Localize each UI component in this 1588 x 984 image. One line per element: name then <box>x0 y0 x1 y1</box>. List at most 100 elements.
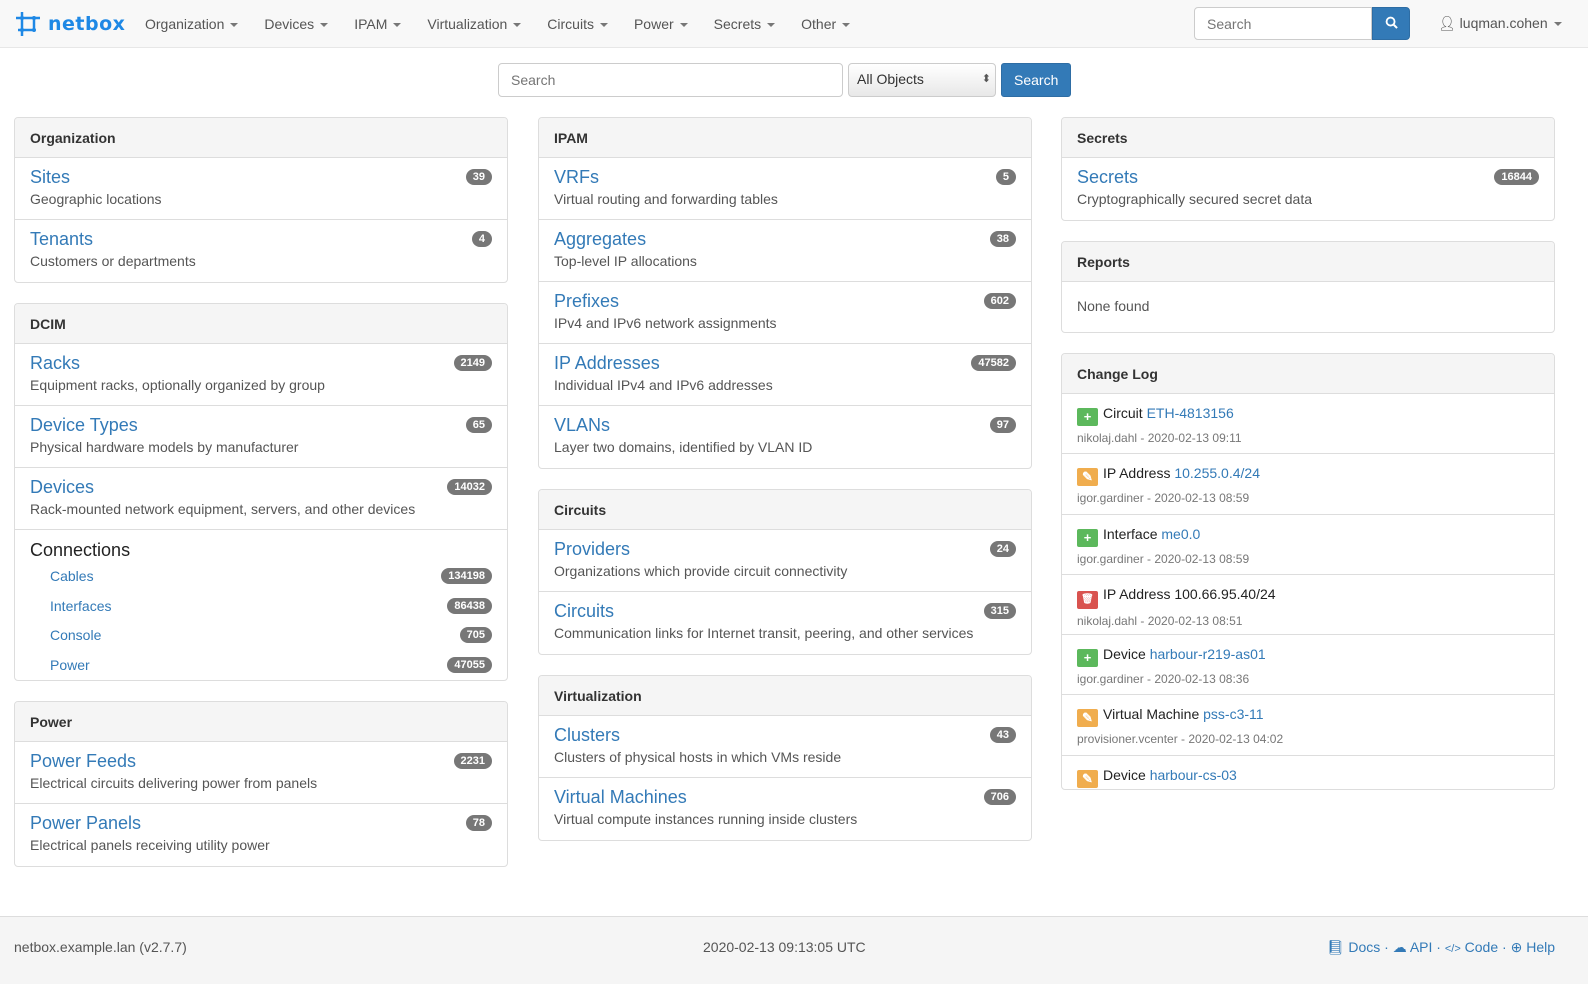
count-badge: 14032 <box>447 479 492 495</box>
count-badge: 43 <box>989 727 1016 743</box>
connection-link[interactable]: Interfaces <box>50 597 112 614</box>
pencil-icon: ✎ <box>1077 769 1098 788</box>
object-name[interactable]: me0.0 <box>1161 525 1201 542</box>
object-name[interactable]: 10.255.0.4/24 <box>1174 465 1260 482</box>
item-description: Geographic locations <box>30 191 162 207</box>
count-badge: 2149 <box>453 355 492 371</box>
nav-menu-label: IPAM <box>354 15 388 32</box>
panel-organization: Organization Sites Geographic locations 39 T… <box>14 117 508 283</box>
column-left: Organization Sites Geographic locations 39 T… <box>14 117 508 887</box>
item-link[interactable]: Virtual Machines <box>554 787 687 807</box>
api-link[interactable]: ☁ API <box>1392 939 1433 955</box>
docs-link[interactable]: 📘︎ Docs <box>1326 939 1381 955</box>
nav-menu-power[interactable]: Power <box>621 16 701 32</box>
changelog-summary: + Circuit ETH-4813156 <box>1077 405 1539 426</box>
count-badge: 705 <box>459 627 492 643</box>
item-description: Layer two domains, identified by VLAN ID <box>554 439 813 455</box>
item-link[interactable]: Tenants <box>30 229 94 249</box>
item-link[interactable]: Secrets <box>1077 167 1139 187</box>
caret-down-icon <box>320 22 329 27</box>
panel-dcim: DCIM Racks Equipment racks, optionally org… <box>14 303 508 681</box>
caret-down-icon <box>679 22 688 27</box>
count-badge: 39 <box>465 169 492 185</box>
item-link[interactable]: Power Panels <box>30 813 142 833</box>
caret-down-icon <box>393 22 402 27</box>
list-item-circuits: Circuits Communication links for Internet… <box>539 592 1031 654</box>
panel-power: Power Power Feeds Electrical circuits deli… <box>14 701 508 867</box>
nav-menu-ipam[interactable]: IPAM <box>341 16 414 32</box>
brand-logo[interactable]: netbox <box>14 10 132 38</box>
item-description: Rack-mounted network equipment, servers,… <box>30 501 416 517</box>
caret-down-icon <box>842 22 851 27</box>
list-item-virtual-machines: Virtual Machines Virtual compute instance… <box>539 778 1031 840</box>
item-link[interactable]: Devices <box>30 477 95 497</box>
item-link[interactable]: Device Types <box>30 415 138 435</box>
object-name[interactable]: pss-c3-11 <box>1203 706 1264 723</box>
object-type-select[interactable]: All Objects <box>848 63 996 97</box>
changelog-meta: igor.gardiner - 2020-02-13 08:59 <box>1077 491 1250 506</box>
panel-title: Change Log <box>1062 354 1554 394</box>
empty-message: None found <box>1077 298 1150 314</box>
count-badge: 315 <box>983 603 1016 619</box>
plus-icon: + <box>1077 528 1098 547</box>
changelog-summary: ✎ IP Address 10.255.0.4/24 <box>1077 465 1539 487</box>
search-button[interactable]: Search <box>1001 63 1072 97</box>
count-badge: 706 <box>983 789 1016 805</box>
caret-down-icon <box>767 22 776 27</box>
item-link[interactable]: Sites <box>30 167 71 187</box>
object-type: Virtual Machine <box>1103 706 1200 723</box>
changelog-meta: igor.gardiner - 2020-02-13 08:59 <box>1077 551 1250 566</box>
item-link[interactable]: Aggregates <box>554 229 647 249</box>
nav-menu-virtualization[interactable]: Virtualization <box>414 16 534 32</box>
search-icon <box>1385 16 1398 29</box>
item-description: Organizations which provide circuit conn… <box>554 563 848 579</box>
column-middle: IPAM VRFs Virtual routing and forwarding t… <box>538 117 1032 861</box>
connection-item-interfaces: Interfaces 86438 <box>30 595 492 625</box>
panel-title: Reports <box>1062 242 1554 282</box>
object-name[interactable]: harbour-cs-03 <box>1149 766 1237 783</box>
column-right: Secrets Secrets Cryptographically secured … <box>1061 117 1555 810</box>
navbar: netbox Organization Devices IPAM Virtualiza… <box>0 0 1588 48</box>
count-badge: 78 <box>465 815 492 831</box>
item-link[interactable]: IP Addresses <box>554 353 660 373</box>
count-badge: 65 <box>465 417 492 433</box>
object-name: 100.66.95.40/24 <box>1174 585 1276 602</box>
item-link[interactable]: Racks <box>30 353 81 373</box>
item-link[interactable]: VRFs <box>554 167 599 187</box>
nav-menu-circuits[interactable]: Circuits <box>534 16 621 32</box>
code-link[interactable]: </> Code <box>1444 939 1499 955</box>
user-menu[interactable]: 👤︎ luqman.cohen <box>1438 15 1562 32</box>
item-link[interactable]: VLANs <box>554 415 611 435</box>
panel-change-log: Change Log + Circuit ETH-4813156 nikolaj.da… <box>1061 353 1555 790</box>
item-description: Equipment racks, optionally organized by… <box>30 377 325 393</box>
nav-search-button[interactable] <box>1372 7 1410 40</box>
help-link[interactable]: ⊕ Help <box>1510 939 1555 955</box>
count-badge: 16844 <box>1494 169 1539 185</box>
changelog-meta: provisioner.vcenter - 2020-02-13 04:02 <box>1077 732 1284 747</box>
item-link[interactable]: Clusters <box>554 725 621 745</box>
connection-link[interactable]: Cables <box>50 568 94 584</box>
list-item-clusters: Clusters Clusters of physical hosts in wh… <box>539 716 1031 778</box>
nav-menu-other[interactable]: Other <box>788 16 863 32</box>
count-badge: 24 <box>989 541 1016 557</box>
object-name[interactable]: ETH-4813156 <box>1146 405 1234 421</box>
item-link[interactable]: Providers <box>554 539 631 559</box>
item-link[interactable]: Power Feeds <box>30 751 137 771</box>
search-input[interactable] <box>498 63 843 97</box>
connection-link[interactable]: Power <box>50 656 90 673</box>
nav-menu-secrets[interactable]: Secrets <box>701 16 788 32</box>
changelog-list[interactable]: + Circuit ETH-4813156 nikolaj.dahl - 2020-… <box>1062 394 1554 789</box>
nav-menu-devices[interactable]: Devices <box>251 16 341 32</box>
book-icon: 📘︎ <box>1326 939 1345 955</box>
connection-link[interactable]: Console <box>50 627 102 643</box>
nav-menu-label: Devices <box>264 15 315 32</box>
list-item-racks: Racks Equipment racks, optionally organiz… <box>15 344 507 406</box>
nav-menu-organization[interactable]: Organization <box>132 16 251 32</box>
object-name[interactable]: harbour-r219-as01 <box>1149 646 1266 663</box>
nav-search-input[interactable] <box>1194 7 1372 40</box>
item-link[interactable]: Circuits <box>554 601 615 621</box>
changelog-entry: + Device harbour-r219-as01 igor.gardiner -… <box>1062 635 1554 696</box>
item-description: Customers or departments <box>30 253 196 269</box>
item-link[interactable]: Prefixes <box>554 291 620 311</box>
panel-title: Organization <box>15 118 507 158</box>
